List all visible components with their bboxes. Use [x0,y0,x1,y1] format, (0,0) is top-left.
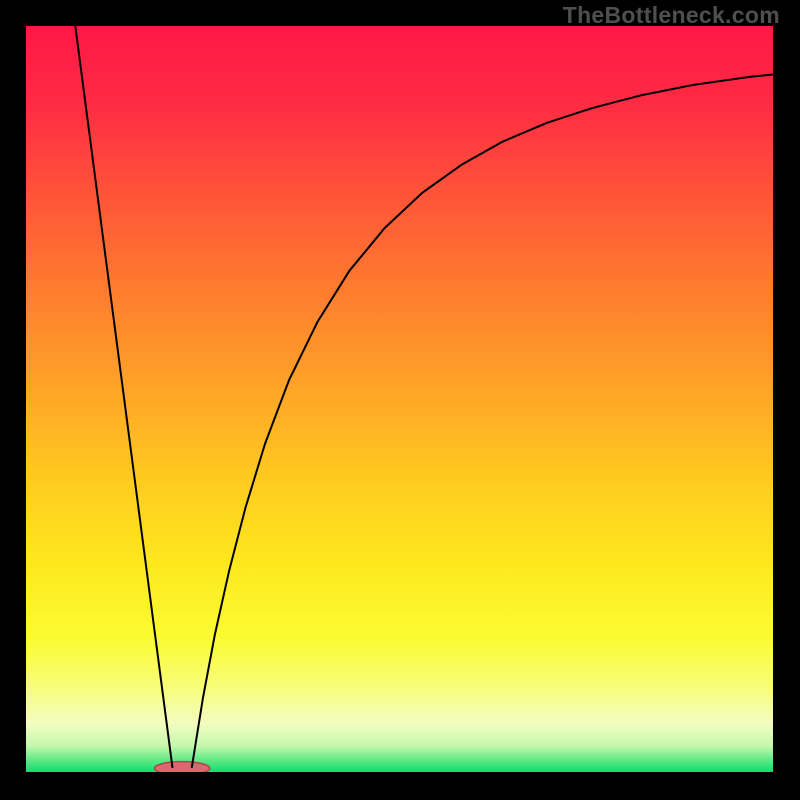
chart-frame: TheBottleneck.com [0,0,800,800]
plot-area [26,26,773,772]
bottleneck-marker [154,762,209,772]
plot-svg [26,26,773,772]
watermark-text: TheBottleneck.com [563,2,780,29]
gradient-background [26,26,773,772]
